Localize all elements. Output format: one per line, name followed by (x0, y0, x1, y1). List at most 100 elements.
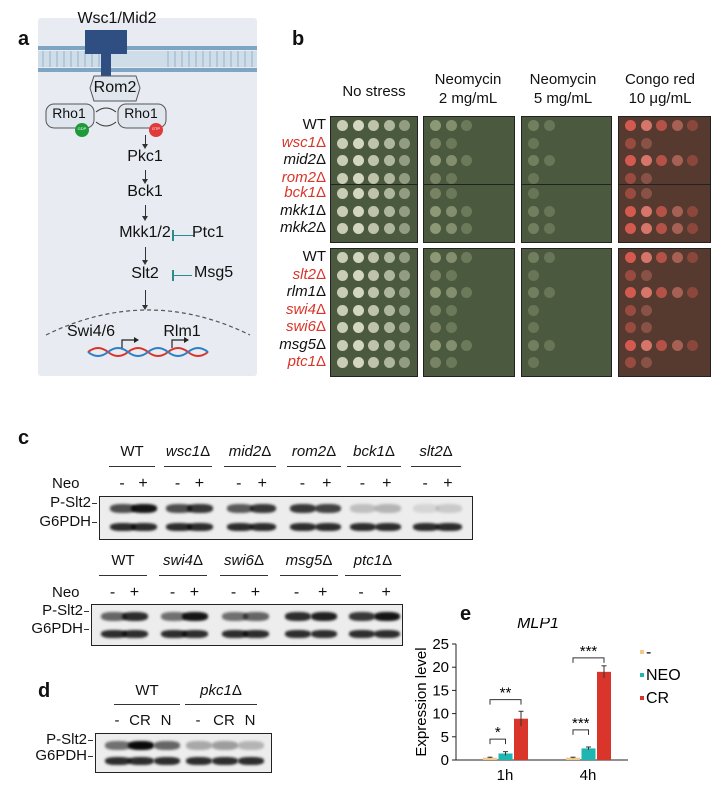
significance-label: *** (580, 643, 598, 660)
colony-spot (687, 252, 698, 263)
colony-spot (430, 188, 441, 199)
colony-spot (383, 357, 395, 368)
spot-row (331, 269, 417, 283)
spot-row (522, 205, 611, 219)
colony-spot (445, 172, 457, 184)
significance-bracket (489, 699, 522, 705)
band-g6pdh (212, 757, 238, 765)
colony-spot (640, 137, 652, 149)
spot-plate-1-2 (423, 116, 515, 192)
bar-NEO-1h (498, 753, 513, 760)
spot-row (331, 154, 417, 168)
significance-bracket (572, 657, 605, 663)
colony-spot (368, 252, 379, 263)
spot-row (619, 154, 710, 168)
panel-label-e: e (460, 603, 472, 625)
colony-spot (625, 205, 636, 217)
strain-label-1-1: WT (302, 116, 326, 133)
spot-row (522, 154, 611, 168)
colony-spot (625, 357, 636, 368)
x-tick-label: 1h (497, 767, 514, 784)
colony-spot (383, 287, 395, 298)
spot-row (424, 154, 514, 168)
band-g6pdh (284, 630, 311, 638)
spot-row (424, 251, 514, 265)
y-tick-label: 5 (441, 729, 449, 746)
colony-spot (687, 287, 698, 298)
colony-spot (625, 155, 636, 166)
band-tick (92, 522, 97, 523)
spot-plate-2-1 (330, 184, 418, 243)
colony-spot (625, 223, 636, 234)
colony-spot (352, 223, 364, 234)
colony-spot (368, 223, 379, 234)
colony-spot (461, 223, 472, 234)
plus-sign: + (443, 475, 453, 492)
plus-sign: + (194, 475, 205, 492)
band-p-slt2 (350, 504, 377, 513)
colony-spot (625, 120, 636, 131)
colony-spot (352, 137, 364, 149)
strain-underline (345, 575, 401, 576)
colony-spot (399, 339, 410, 351)
strain-label-3-4: swi4Δ (285, 300, 326, 318)
strain-label-2-1: bck1Δ (284, 184, 326, 201)
spot-row (619, 339, 710, 353)
panel-label-d: d (38, 680, 51, 702)
band-p-slt2 (182, 612, 209, 621)
legend-label-NEO: NEO (646, 667, 681, 684)
colony-spot (430, 223, 441, 234)
strain-label-3-2: slt2Δ (292, 265, 326, 283)
band-p-slt2 (187, 504, 214, 513)
band-g6pdh (187, 523, 214, 531)
band-p-slt2 (284, 612, 311, 621)
colony-spot (383, 269, 395, 281)
colony-spot (430, 252, 441, 263)
colony-spot (528, 357, 539, 368)
band-g6pdh (110, 523, 136, 531)
band-p-slt2 (165, 504, 192, 513)
colony-spot (640, 252, 652, 263)
colony-spot (383, 120, 395, 131)
spot-row (331, 222, 417, 236)
arrow-slt-nucleus (142, 290, 148, 310)
spot-row (424, 304, 514, 318)
colony-spot (671, 339, 683, 351)
colony-spot (430, 120, 441, 131)
colony-spot (337, 120, 348, 131)
colony-spot (543, 120, 555, 131)
colony-spot (528, 188, 539, 199)
spot-row (522, 251, 611, 265)
colony-spot (445, 357, 457, 368)
band-g6pdh (154, 757, 180, 765)
colony-spot (625, 172, 636, 184)
colony-spot (687, 155, 698, 166)
y-tick-label: 15 (432, 682, 449, 699)
strain-underline (347, 466, 401, 467)
colony-spot (368, 287, 379, 298)
colony-spot (337, 269, 348, 281)
y-tick-label: 20 (432, 659, 449, 676)
strain-underline (220, 575, 268, 576)
colony-spot (337, 137, 348, 149)
band-p-slt2 (186, 741, 212, 750)
band-label-g6pdh: G6PDH (35, 747, 87, 764)
colony-spot (528, 269, 539, 281)
arrow-rho-pkc (142, 135, 148, 149)
tf-rlm1: Rlm1 (163, 323, 201, 340)
gdp-label: GDP (77, 126, 87, 131)
minus-sign: - (236, 475, 242, 492)
significance-label: ** (500, 685, 512, 702)
colony-spot (543, 252, 555, 263)
plus-sign: + (129, 584, 140, 601)
colony-spot (352, 322, 364, 333)
colony-spot (640, 287, 652, 298)
colony-spot (656, 223, 667, 234)
strain-label-3-6: msg5Δ (279, 335, 326, 353)
colony-spot (399, 205, 410, 217)
colony-spot (445, 304, 457, 316)
spot-row (424, 187, 514, 201)
colony-spot (445, 188, 457, 199)
strain-underline (109, 466, 155, 467)
band-p-slt2 (238, 741, 264, 750)
